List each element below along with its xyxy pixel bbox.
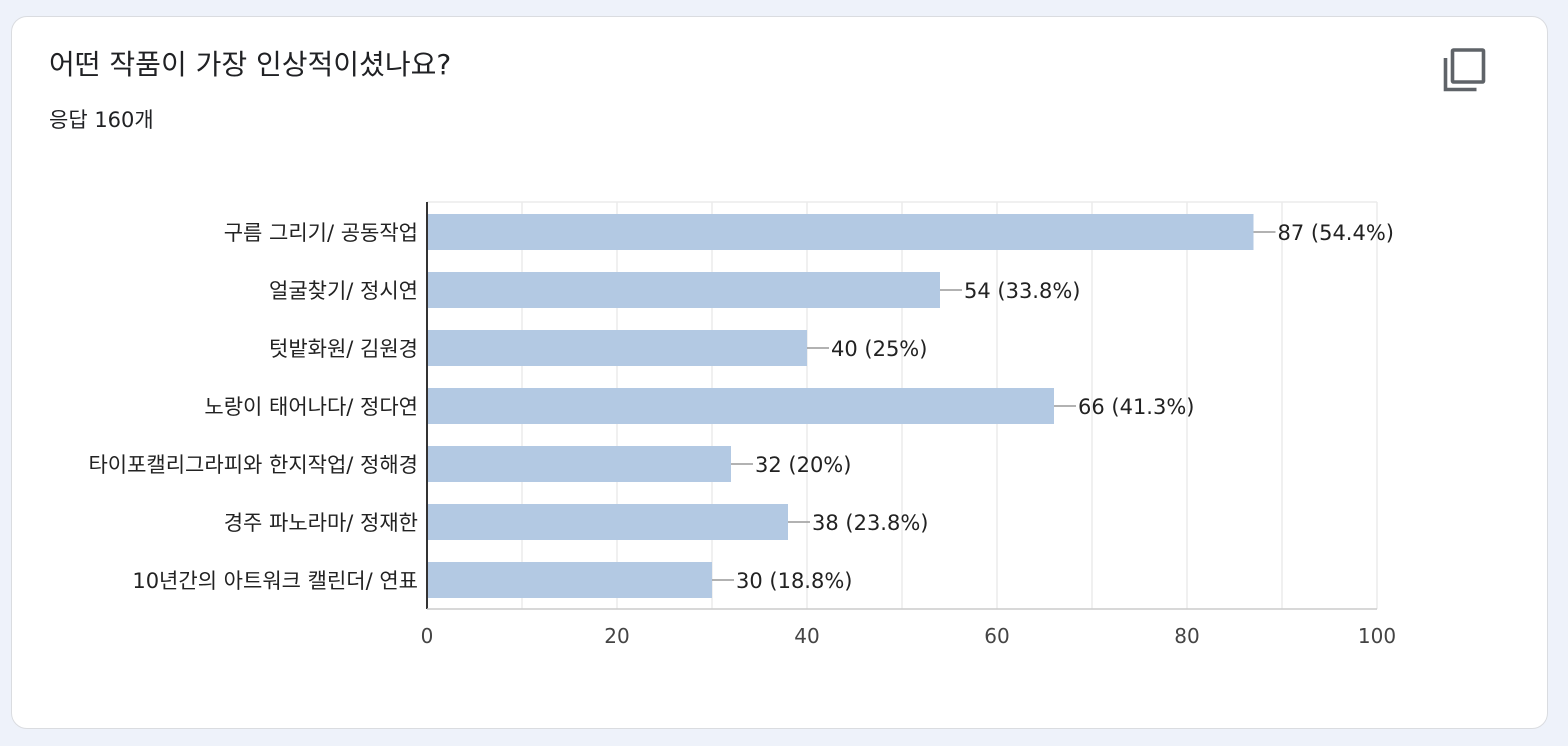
bar[interactable] bbox=[427, 330, 807, 366]
axes bbox=[426, 202, 1377, 610]
data-label: 87 (54.4%) bbox=[1278, 221, 1395, 245]
category-label: 경주 파노라마/ 정재한 bbox=[224, 511, 418, 535]
data-label: 38 (23.8%) bbox=[812, 511, 929, 535]
data-label: 54 (33.8%) bbox=[964, 279, 1081, 303]
bars bbox=[427, 214, 1254, 598]
labels: 87 (54.4%) 구름 그리기/ 공동작업 54 (33.8%) 얼굴찾기/ 정시… bbox=[88, 221, 1396, 648]
data-label: 32 (20%) bbox=[755, 453, 851, 477]
response-summary-card bbox=[11, 16, 1548, 729]
x-tick-label: 20 bbox=[604, 624, 629, 648]
data-label: 66 (41.3%) bbox=[1078, 395, 1195, 419]
response-count: 응답 160개 bbox=[49, 108, 154, 132]
category-label: 텃밭화원/ 김원경 bbox=[269, 337, 418, 361]
data-label: 30 (18.8%) bbox=[736, 569, 853, 593]
category-label: 10년간의 아트워크 캘린더/ 연표 bbox=[132, 569, 418, 593]
bar[interactable] bbox=[427, 214, 1254, 250]
category-label: 구름 그리기/ 공동작업 bbox=[224, 221, 418, 245]
bar[interactable] bbox=[427, 504, 788, 540]
bar[interactable] bbox=[427, 272, 940, 308]
category-label: 얼굴찾기/ 정시연 bbox=[269, 279, 418, 303]
x-tick-label: 40 bbox=[794, 624, 819, 648]
bar[interactable] bbox=[427, 562, 712, 598]
category-label: 노랑이 태어나다/ 정다연 bbox=[204, 395, 418, 419]
question-title: 어떤 작품이 가장 인상적이셨나요? bbox=[49, 48, 452, 81]
copy-chart-button[interactable] bbox=[1436, 44, 1492, 100]
x-tick-label: 60 bbox=[984, 624, 1009, 648]
data-label: 40 (25%) bbox=[831, 337, 927, 361]
copy-icon bbox=[1443, 48, 1486, 92]
category-label: 타이포캘리그라피와 한지작업/ 정해경 bbox=[88, 453, 418, 477]
x-tick-label: 100 bbox=[1358, 624, 1396, 648]
x-tick-label: 0 bbox=[421, 624, 434, 648]
bar[interactable] bbox=[427, 388, 1054, 424]
x-tick-label: 80 bbox=[1174, 624, 1199, 648]
bar[interactable] bbox=[427, 446, 731, 482]
